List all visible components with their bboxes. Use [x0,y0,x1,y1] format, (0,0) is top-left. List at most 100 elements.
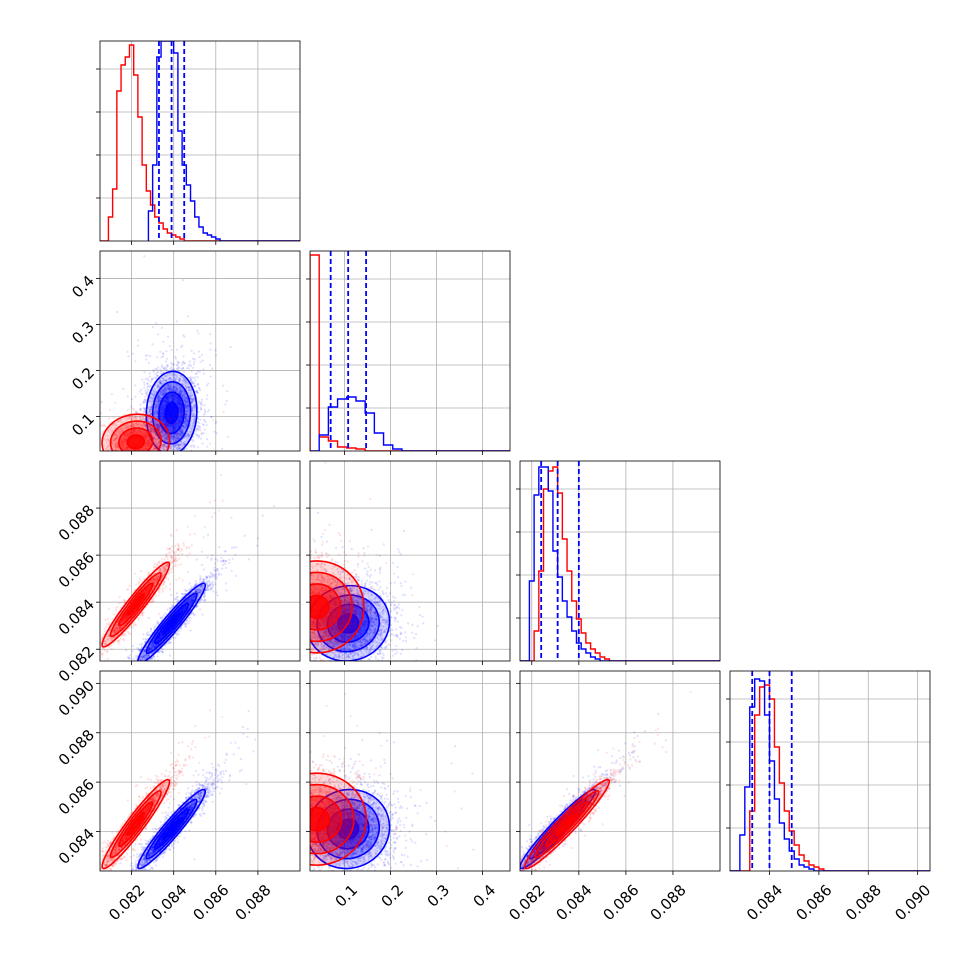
red-point [127,472,129,474]
blue-point [173,455,175,457]
red-point [134,451,136,453]
blue-point [167,465,169,467]
red-point [146,456,148,458]
red-point [113,452,115,454]
blue-point [161,366,163,368]
blue-point [215,349,217,351]
red-point [125,451,127,453]
red-point [181,414,183,416]
panel-frame [310,251,510,451]
red-point [91,436,93,438]
red-point [128,456,130,458]
red-point [150,478,152,480]
red-point [137,452,139,454]
red-point [134,455,136,457]
blue-point [206,424,208,426]
blue-point [173,364,175,366]
blue-point [190,370,192,372]
red-point [164,453,166,455]
blue-point [162,454,164,456]
red-point [155,458,157,460]
blue-point [194,376,196,378]
red-point [171,459,173,461]
blue-point [127,663,129,665]
blue-point [213,431,215,433]
blue-point [181,364,183,366]
red-point [127,452,129,454]
blue-point [201,354,203,356]
red-point [95,448,97,450]
red-point [142,456,144,458]
blue-point [115,688,117,690]
blue-point [136,664,138,666]
red-point [136,451,138,453]
red-point [153,453,155,455]
red-point [125,469,127,471]
blue-point [141,665,143,667]
red-point [107,466,109,468]
red-point [135,464,137,466]
red-point [170,463,172,465]
red-point [133,462,135,464]
red-point [140,463,142,465]
blue-point [130,405,132,407]
blue-point [180,452,182,454]
blue-point [106,496,108,498]
blue-point [173,456,175,458]
blue-point [146,457,148,459]
blue-point [155,459,157,461]
red-point [91,463,93,465]
blue-point [138,664,140,666]
red-point [103,453,105,455]
red-point [174,418,176,420]
blue-point [198,387,200,389]
red-point [155,481,157,483]
red-point [135,465,137,467]
blue-point [177,360,179,362]
red-point [109,457,111,459]
blue-point [175,456,177,458]
red-point [127,457,129,459]
blue-point [159,493,161,495]
red-point [133,452,135,454]
red-point [130,459,132,461]
red-point [175,467,177,469]
blue-point [154,373,156,375]
y-tick-label: 0.2 [68,364,98,394]
red-point [122,457,124,459]
red-point [179,408,181,410]
red-point [128,470,130,472]
red-point [117,453,119,455]
blue-point [199,419,201,421]
blue-point [174,356,176,358]
red-point [170,432,172,434]
red-point [113,451,115,453]
red-point [129,458,131,460]
blue-point [178,367,180,369]
blue-point [187,470,189,472]
blue-point [190,379,192,381]
blue-point [215,432,217,434]
red-point [126,456,128,458]
blue-point [197,411,199,413]
blue-point [147,453,149,455]
red-point [109,409,111,411]
blue-point [167,467,169,469]
red-point [108,476,110,478]
blue-point [145,378,147,380]
blue-point [188,493,190,495]
blue-point [176,475,178,477]
blue-point [149,355,151,357]
blue-point [166,451,168,453]
red-point [97,441,99,443]
red-point [155,483,157,485]
blue-point [153,369,155,371]
red-point [111,451,113,453]
blue-point [168,466,170,468]
red-point [143,459,145,461]
blue-point [214,583,216,585]
blue-point [182,355,184,357]
red-point [147,463,149,465]
blue-point [193,363,195,365]
blue-point [200,403,202,405]
